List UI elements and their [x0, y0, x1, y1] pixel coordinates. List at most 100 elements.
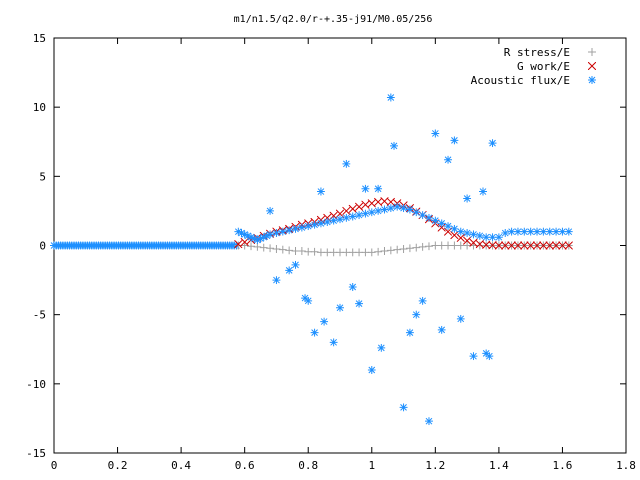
data-point: [393, 202, 402, 211]
data-point: [361, 209, 370, 218]
x-tick-label: 0.4: [171, 459, 191, 472]
legend-marker: [588, 48, 596, 56]
data-point: [418, 296, 427, 305]
x-tick-label: 1.4: [489, 459, 509, 472]
data-point: [405, 328, 414, 337]
data-point: [399, 244, 408, 253]
data-point: [412, 243, 421, 252]
data-point: [399, 204, 408, 213]
axes: 0 0.2 0.4 0.6 0.8 1 1.2 1.4 1.6 1.8 15 10 5 0 -5 -10 -15: [26, 32, 636, 472]
data-point: [399, 403, 408, 412]
data-point: [297, 223, 306, 232]
data-point: [291, 224, 300, 233]
data-point: [463, 229, 472, 238]
data-point: [285, 246, 294, 255]
data-point: [367, 248, 376, 257]
chart-title: m1/n1.5/q2.0/r-+.35-j91/M0.05/256: [234, 14, 433, 25]
series-acoustic-baseline: [50, 241, 241, 250]
x-tick-label: 0: [51, 459, 58, 472]
data-point: [377, 343, 386, 352]
data-point: [437, 325, 446, 334]
data-point: [285, 266, 294, 275]
data-point: [367, 366, 376, 374]
data-point: [285, 226, 294, 235]
data-point: [297, 247, 306, 256]
data-point: [456, 227, 465, 236]
data-point: [386, 246, 395, 255]
data-point: [374, 184, 383, 193]
data-point: [374, 206, 383, 215]
data-point: [278, 227, 287, 236]
data-point: [291, 260, 300, 269]
data-point: [412, 310, 421, 319]
data-point: [367, 208, 376, 217]
data-point: [564, 227, 573, 236]
data-point: [355, 202, 364, 211]
data-point: [266, 230, 275, 239]
data-point: [355, 211, 364, 220]
data-point: [424, 417, 433, 426]
data-point: [374, 247, 383, 256]
legend-label: G work/E: [517, 60, 570, 73]
data-point: [304, 296, 313, 305]
data-point: [304, 222, 313, 231]
data-point: [386, 204, 395, 213]
legend-label: R stress/E: [504, 46, 570, 59]
x-tick-label: 1: [368, 459, 375, 472]
data-point: [501, 229, 510, 238]
data-point: [475, 231, 484, 240]
series-layer: [50, 93, 573, 426]
data-point: [342, 159, 351, 168]
data-point: [393, 245, 402, 254]
data-point: [418, 242, 427, 251]
legend-label: Acoustic flux/E: [471, 74, 570, 87]
data-point: [336, 215, 344, 224]
data-point: [469, 352, 478, 361]
x-tick-label: 1.2: [425, 459, 445, 472]
x-tick-label: 0.8: [298, 459, 318, 472]
data-point: [253, 242, 262, 251]
data-point: [278, 245, 287, 254]
legend-marker: [588, 76, 596, 84]
x-tick-label: 1.6: [553, 459, 573, 472]
data-point: [316, 219, 325, 228]
data-point: [463, 194, 472, 203]
y-tick-label: 5: [39, 170, 46, 183]
data-point: [380, 247, 389, 256]
data-point: [329, 338, 338, 347]
data-point: [348, 283, 357, 291]
data-point: [342, 206, 351, 215]
data-point: [329, 216, 338, 225]
data-point: [494, 233, 503, 242]
data-point: [320, 317, 329, 326]
y-tick-label: -10: [26, 378, 46, 391]
data-point: [390, 141, 399, 150]
x-tick-label: 0.6: [235, 459, 255, 472]
data-point: [488, 139, 497, 148]
data-point: [272, 276, 281, 285]
data-point: [323, 217, 332, 226]
data-point: [259, 243, 268, 252]
data-point: [469, 230, 478, 239]
x-tick-label: 0.2: [108, 459, 128, 472]
data-point: [272, 229, 281, 238]
data-point: [405, 244, 414, 253]
legend-marker: [588, 62, 596, 70]
data-point: [456, 314, 465, 323]
data-point: [367, 199, 376, 208]
data-point: [431, 129, 440, 138]
data-point: [380, 205, 389, 214]
data-point: [355, 299, 364, 308]
data-point: [348, 212, 357, 221]
data-point: [266, 244, 275, 253]
data-point: [336, 303, 344, 312]
y-tick-label: 10: [33, 101, 46, 114]
data-point: [386, 93, 395, 102]
data-point: [444, 155, 453, 164]
data-point: [272, 244, 281, 253]
data-point: [310, 247, 319, 256]
data-point: [310, 328, 319, 337]
data-point: [485, 352, 494, 361]
series-2: [234, 93, 573, 426]
